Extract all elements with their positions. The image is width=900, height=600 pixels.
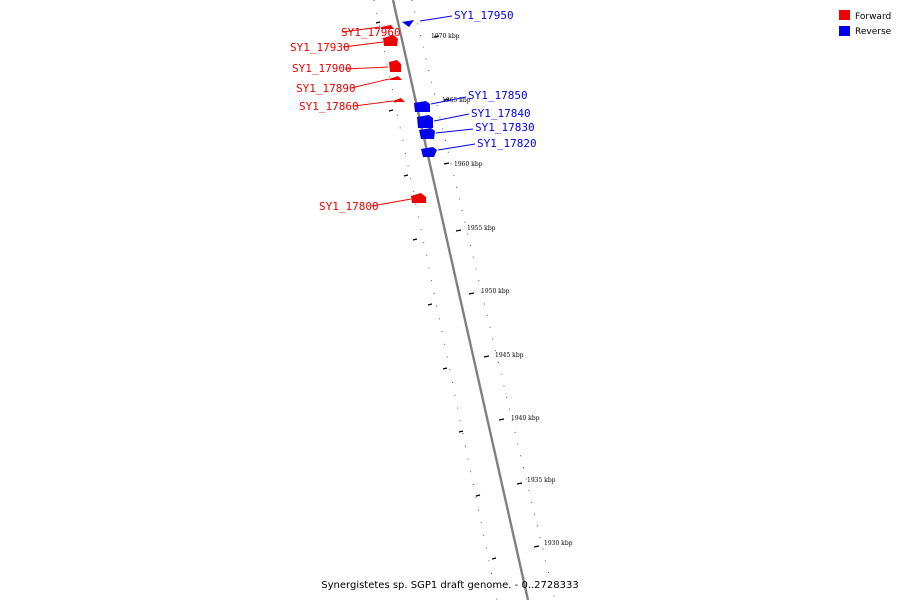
scale-label: 1955 kbp <box>467 225 496 232</box>
outer-tick <box>443 98 450 101</box>
gene-arrow[interactable] <box>419 128 435 139</box>
scale-label: 1935 kbp <box>527 477 556 484</box>
gene-label[interactable]: SY1_17840 <box>471 107 531 120</box>
scale-label: 1950 kbp <box>481 288 510 295</box>
gene-leader-line <box>419 15 453 22</box>
legend-reverse-swatch <box>839 26 850 36</box>
gene-leader-line <box>344 66 389 70</box>
gene-sy1-17800[interactable]: SY1_17800 <box>319 193 426 213</box>
scale-label: 1940 kbp <box>511 415 540 422</box>
gene-label[interactable]: SY1_17890 <box>296 82 356 95</box>
gene-arrow[interactable] <box>383 35 398 46</box>
legend-reverse-label: Reverse <box>855 27 892 37</box>
gene-leader-line <box>371 198 412 207</box>
gene-sy1-17950[interactable]: SY1_17950 <box>402 9 514 27</box>
gene-arrow[interactable] <box>421 147 437 157</box>
gene-arrow[interactable] <box>381 25 394 29</box>
gene-label[interactable]: SY1_17800 <box>319 200 379 213</box>
inner-tick <box>442 367 448 370</box>
gene-leader-line <box>341 26 381 33</box>
gene-leader-line <box>433 113 470 122</box>
inner-tick <box>412 238 418 241</box>
gene-arrow[interactable] <box>402 20 414 27</box>
scale-label: 1945 kbp <box>495 352 524 359</box>
gene-arrow[interactable] <box>389 60 401 72</box>
gene-sy1-17890[interactable]: SY1_17890 <box>296 76 402 95</box>
inner-tick <box>427 303 433 306</box>
map-caption: Synergistetes sp. SGP1 draft genome. - 0… <box>321 580 578 591</box>
gene-leader-line <box>342 41 384 48</box>
scale-ticks <box>375 21 540 560</box>
gene-leader-line <box>435 128 474 134</box>
gene-leader-line <box>437 143 476 151</box>
gene-arrow[interactable] <box>414 101 430 112</box>
legend: Forward Reverse <box>839 10 892 37</box>
gene-sy1-17960[interactable]: SY1_17960 <box>341 25 401 39</box>
outer-tick <box>443 162 450 165</box>
gene-label[interactable]: SY1_17820 <box>477 137 537 150</box>
inner-tick <box>403 174 409 177</box>
outer-tick <box>455 229 462 232</box>
gene-label[interactable]: SY1_17830 <box>475 121 535 134</box>
gene-label[interactable]: SY1_17860 <box>299 100 359 113</box>
inner-tick <box>458 430 464 433</box>
gene-label[interactable]: SY1_17850 <box>468 89 528 102</box>
inner-tick <box>375 21 381 24</box>
gene-features: SY1_17960 SY1_17950 SY1_17930 SY1_17900 SY1_… <box>290 9 537 213</box>
legend-forward-label: Forward <box>855 12 891 22</box>
scale-label: 1930 kbp <box>544 540 573 547</box>
inner-tick <box>491 557 497 560</box>
gene-sy1-17850[interactable]: SY1_17850 <box>414 89 528 112</box>
gene-leader-line <box>353 100 394 107</box>
gene-label[interactable]: SY1_17960 <box>341 26 401 39</box>
outer-tick <box>468 292 475 295</box>
gene-arrow[interactable] <box>417 115 433 128</box>
gene-arrow[interactable] <box>411 193 426 203</box>
gene-leader-line <box>430 96 467 105</box>
scale-labels: 1970 kbp 1965 kbp 1960 kbp 1955 kbp 1950 kbp… <box>431 33 573 547</box>
gene-arrow[interactable] <box>393 98 405 102</box>
gene-sy1-17900[interactable]: SY1_17900 <box>292 60 401 75</box>
outer-tick <box>433 35 440 38</box>
outer-tick <box>533 545 540 548</box>
outer-tick <box>483 355 490 358</box>
gene-sy1-17840[interactable]: SY1_17840 <box>417 107 531 128</box>
genome-backbone <box>391 0 530 600</box>
gene-leader-line <box>350 78 390 89</box>
inner-tick <box>388 109 394 112</box>
scale-label: 1960 kbp <box>454 161 483 168</box>
gene-sy1-17930[interactable]: SY1_17930 <box>290 35 398 54</box>
scale-label: 1970 kbp <box>431 33 460 40</box>
outer-tick <box>516 482 523 485</box>
legend-forward-swatch <box>839 10 850 20</box>
gene-sy1-17820[interactable]: SY1_17820 <box>421 137 537 157</box>
gene-arrow[interactable] <box>389 76 402 80</box>
gene-label[interactable]: SY1_17900 <box>292 62 352 75</box>
gene-label[interactable]: SY1_17930 <box>290 41 350 54</box>
gene-label[interactable]: SY1_17950 <box>454 9 514 22</box>
scale-label: 1965 kbp <box>442 97 471 104</box>
gene-sy1-17860[interactable]: SY1_17860 <box>299 98 405 113</box>
gene-sy1-17830[interactable]: SY1_17830 <box>419 121 535 139</box>
outer-tick <box>498 418 505 421</box>
inner-tick <box>475 494 481 497</box>
